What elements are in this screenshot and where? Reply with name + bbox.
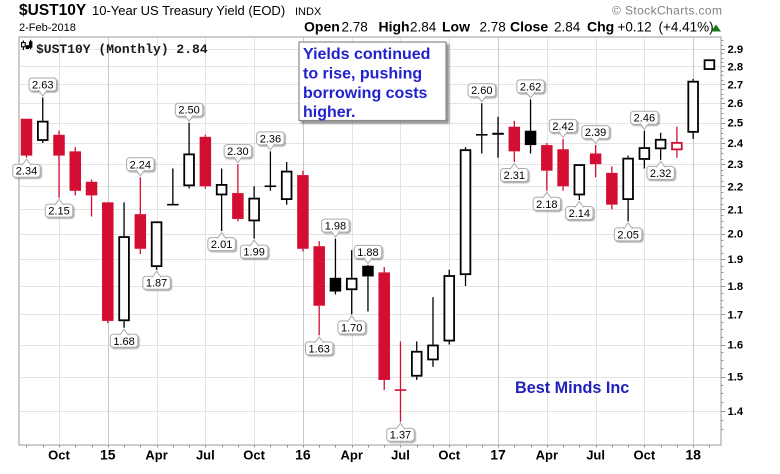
svg-text:Yields continued: Yields continued: [303, 46, 430, 63]
svg-text:Apr: Apr: [145, 448, 167, 463]
svg-text:$UST10Y (Monthly) 2.84: $UST10Y (Monthly) 2.84: [36, 42, 208, 57]
svg-text:Jul: Jul: [586, 448, 605, 463]
svg-text:(+4.41%): (+4.41%): [659, 20, 714, 35]
svg-text:1.4: 1.4: [728, 406, 744, 418]
svg-text:2.05: 2.05: [617, 229, 638, 241]
svg-text:Low: Low: [442, 19, 470, 35]
svg-text:2.42: 2.42: [552, 121, 573, 133]
svg-text:+0.12: +0.12: [618, 20, 652, 35]
svg-text:1.99: 1.99: [243, 247, 264, 259]
svg-text:1.70: 1.70: [341, 322, 362, 334]
svg-text:2.62: 2.62: [520, 81, 541, 93]
svg-text:High: High: [379, 19, 410, 35]
svg-text:Apr: Apr: [536, 448, 558, 463]
svg-text:Oct: Oct: [243, 448, 265, 463]
svg-text:2.78: 2.78: [342, 20, 368, 35]
svg-text:Oct: Oct: [48, 448, 70, 463]
svg-text:1.6: 1.6: [728, 340, 744, 352]
svg-text:$UST10Y: $UST10Y: [19, 2, 87, 19]
svg-text:2.32: 2.32: [650, 168, 671, 180]
svg-text:10-Year US Treasury Yield (EOD: 10-Year US Treasury Yield (EOD): [92, 3, 285, 18]
svg-text:Best Minds Inc: Best Minds Inc: [515, 379, 629, 397]
svg-text:to rise, pushing: to rise, pushing: [303, 66, 422, 83]
svg-text:1.7: 1.7: [728, 309, 744, 321]
svg-text:higher.: higher.: [303, 104, 355, 121]
svg-text:Oct: Oct: [438, 448, 460, 463]
svg-text:2.8: 2.8: [728, 61, 744, 73]
svg-text:2.46: 2.46: [634, 113, 655, 125]
svg-text:Apr: Apr: [341, 448, 363, 463]
svg-text:2-Feb-2018: 2-Feb-2018: [19, 22, 76, 34]
svg-text:2.4: 2.4: [728, 138, 744, 150]
svg-text:1.5: 1.5: [728, 372, 744, 384]
svg-text:Close: Close: [510, 19, 548, 35]
svg-text:2.01: 2.01: [211, 239, 232, 251]
svg-text:Jul: Jul: [391, 448, 410, 463]
svg-text:2.0: 2.0: [728, 229, 744, 241]
svg-text:2.3: 2.3: [728, 159, 744, 171]
svg-text:2.7: 2.7: [728, 79, 744, 91]
svg-text:2.34: 2.34: [16, 166, 37, 178]
svg-text:1.63: 1.63: [308, 343, 329, 355]
svg-text:2.84: 2.84: [554, 20, 581, 35]
svg-text:17: 17: [490, 447, 506, 463]
svg-text:INDX: INDX: [295, 6, 322, 18]
svg-text:2.15: 2.15: [48, 206, 69, 218]
svg-text:1.87: 1.87: [146, 278, 167, 290]
svg-text:1.8: 1.8: [728, 281, 744, 293]
svg-text:16: 16: [295, 447, 311, 463]
svg-text:2.9: 2.9: [728, 44, 744, 56]
svg-text:2.78: 2.78: [480, 20, 506, 35]
svg-text:2.5: 2.5: [728, 118, 744, 130]
svg-text:2.36: 2.36: [260, 133, 281, 145]
svg-text:2.1: 2.1: [728, 204, 744, 216]
svg-text:15: 15: [100, 447, 116, 463]
svg-text:Chg: Chg: [587, 19, 614, 35]
svg-text:Open: Open: [304, 19, 340, 35]
svg-text:2.39: 2.39: [585, 127, 606, 139]
svg-text:1.37: 1.37: [390, 430, 411, 442]
svg-text:2.84: 2.84: [410, 20, 437, 35]
svg-text:2.24: 2.24: [130, 159, 151, 171]
svg-text:2.2: 2.2: [728, 181, 744, 193]
svg-text:© StockCharts.com: © StockCharts.com: [612, 4, 722, 18]
svg-text:Jul: Jul: [196, 448, 215, 463]
svg-text:1.68: 1.68: [113, 336, 134, 348]
svg-text:2.60: 2.60: [471, 85, 492, 97]
svg-text:1.88: 1.88: [357, 247, 378, 259]
svg-text:18: 18: [685, 447, 701, 463]
svg-text:borrowing costs: borrowing costs: [303, 85, 428, 102]
svg-text:1.98: 1.98: [325, 221, 346, 233]
svg-text:2.6: 2.6: [728, 98, 744, 110]
svg-text:2.50: 2.50: [178, 105, 199, 117]
svg-text:2.30: 2.30: [227, 146, 248, 158]
svg-text:2.14: 2.14: [569, 208, 590, 220]
svg-text:2.18: 2.18: [536, 199, 557, 211]
svg-text:2.31: 2.31: [504, 170, 525, 182]
svg-text:Oct: Oct: [634, 448, 656, 463]
svg-text:2.63: 2.63: [32, 80, 53, 92]
svg-text:1.9: 1.9: [728, 254, 744, 266]
